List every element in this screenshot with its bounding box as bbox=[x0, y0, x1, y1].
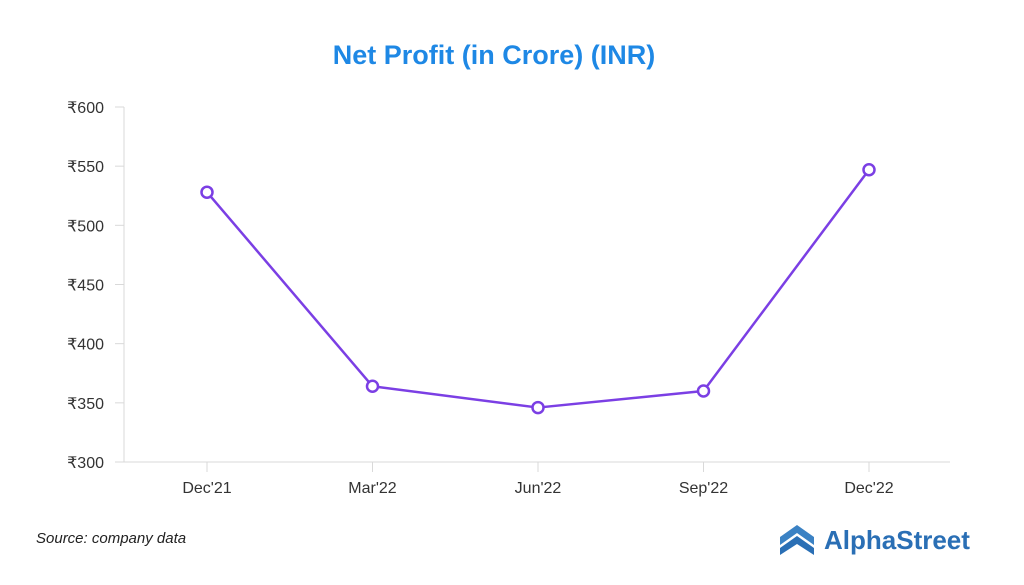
y-tick-label: ₹500 bbox=[67, 218, 104, 235]
brand-name: AlphaStreet bbox=[824, 524, 970, 555]
y-tick-label: ₹400 bbox=[67, 337, 104, 354]
brand-logo: AlphaStreet bbox=[778, 522, 970, 558]
data-point bbox=[200, 185, 214, 199]
x-tick-label: Mar'22 bbox=[348, 480, 397, 497]
series-line bbox=[206, 168, 871, 409]
data-point bbox=[531, 400, 545, 415]
y-tick-label: ₹600 bbox=[67, 100, 104, 117]
y-tick-label: ₹350 bbox=[67, 396, 104, 413]
y-tick-label: ₹300 bbox=[67, 455, 104, 472]
x-tick-label: Sep'22 bbox=[679, 480, 728, 497]
y-tick-label: ₹550 bbox=[67, 159, 104, 176]
data-point bbox=[365, 379, 380, 394]
data-point bbox=[862, 162, 876, 177]
data-point bbox=[696, 384, 711, 398]
x-tick-label: Jun'22 bbox=[515, 480, 562, 497]
chart-title: Net Profit (in Crore) (INR) bbox=[333, 40, 655, 70]
x-axis-ticks: Dec'21 Mar'22 Jun'22 Sep'22 Dec'22 bbox=[182, 462, 894, 497]
x-tick-label: Dec'22 bbox=[844, 480, 893, 497]
source-note: Source: company data bbox=[36, 530, 187, 547]
alphastreet-logo-icon bbox=[780, 525, 814, 555]
x-tick-label: Dec'21 bbox=[182, 480, 231, 497]
y-axis-ticks: ₹300 ₹350 ₹400 ₹450 ₹500 ₹550 ₹600 bbox=[67, 100, 124, 472]
chart-series bbox=[200, 162, 876, 415]
y-tick-label: ₹450 bbox=[67, 278, 104, 295]
